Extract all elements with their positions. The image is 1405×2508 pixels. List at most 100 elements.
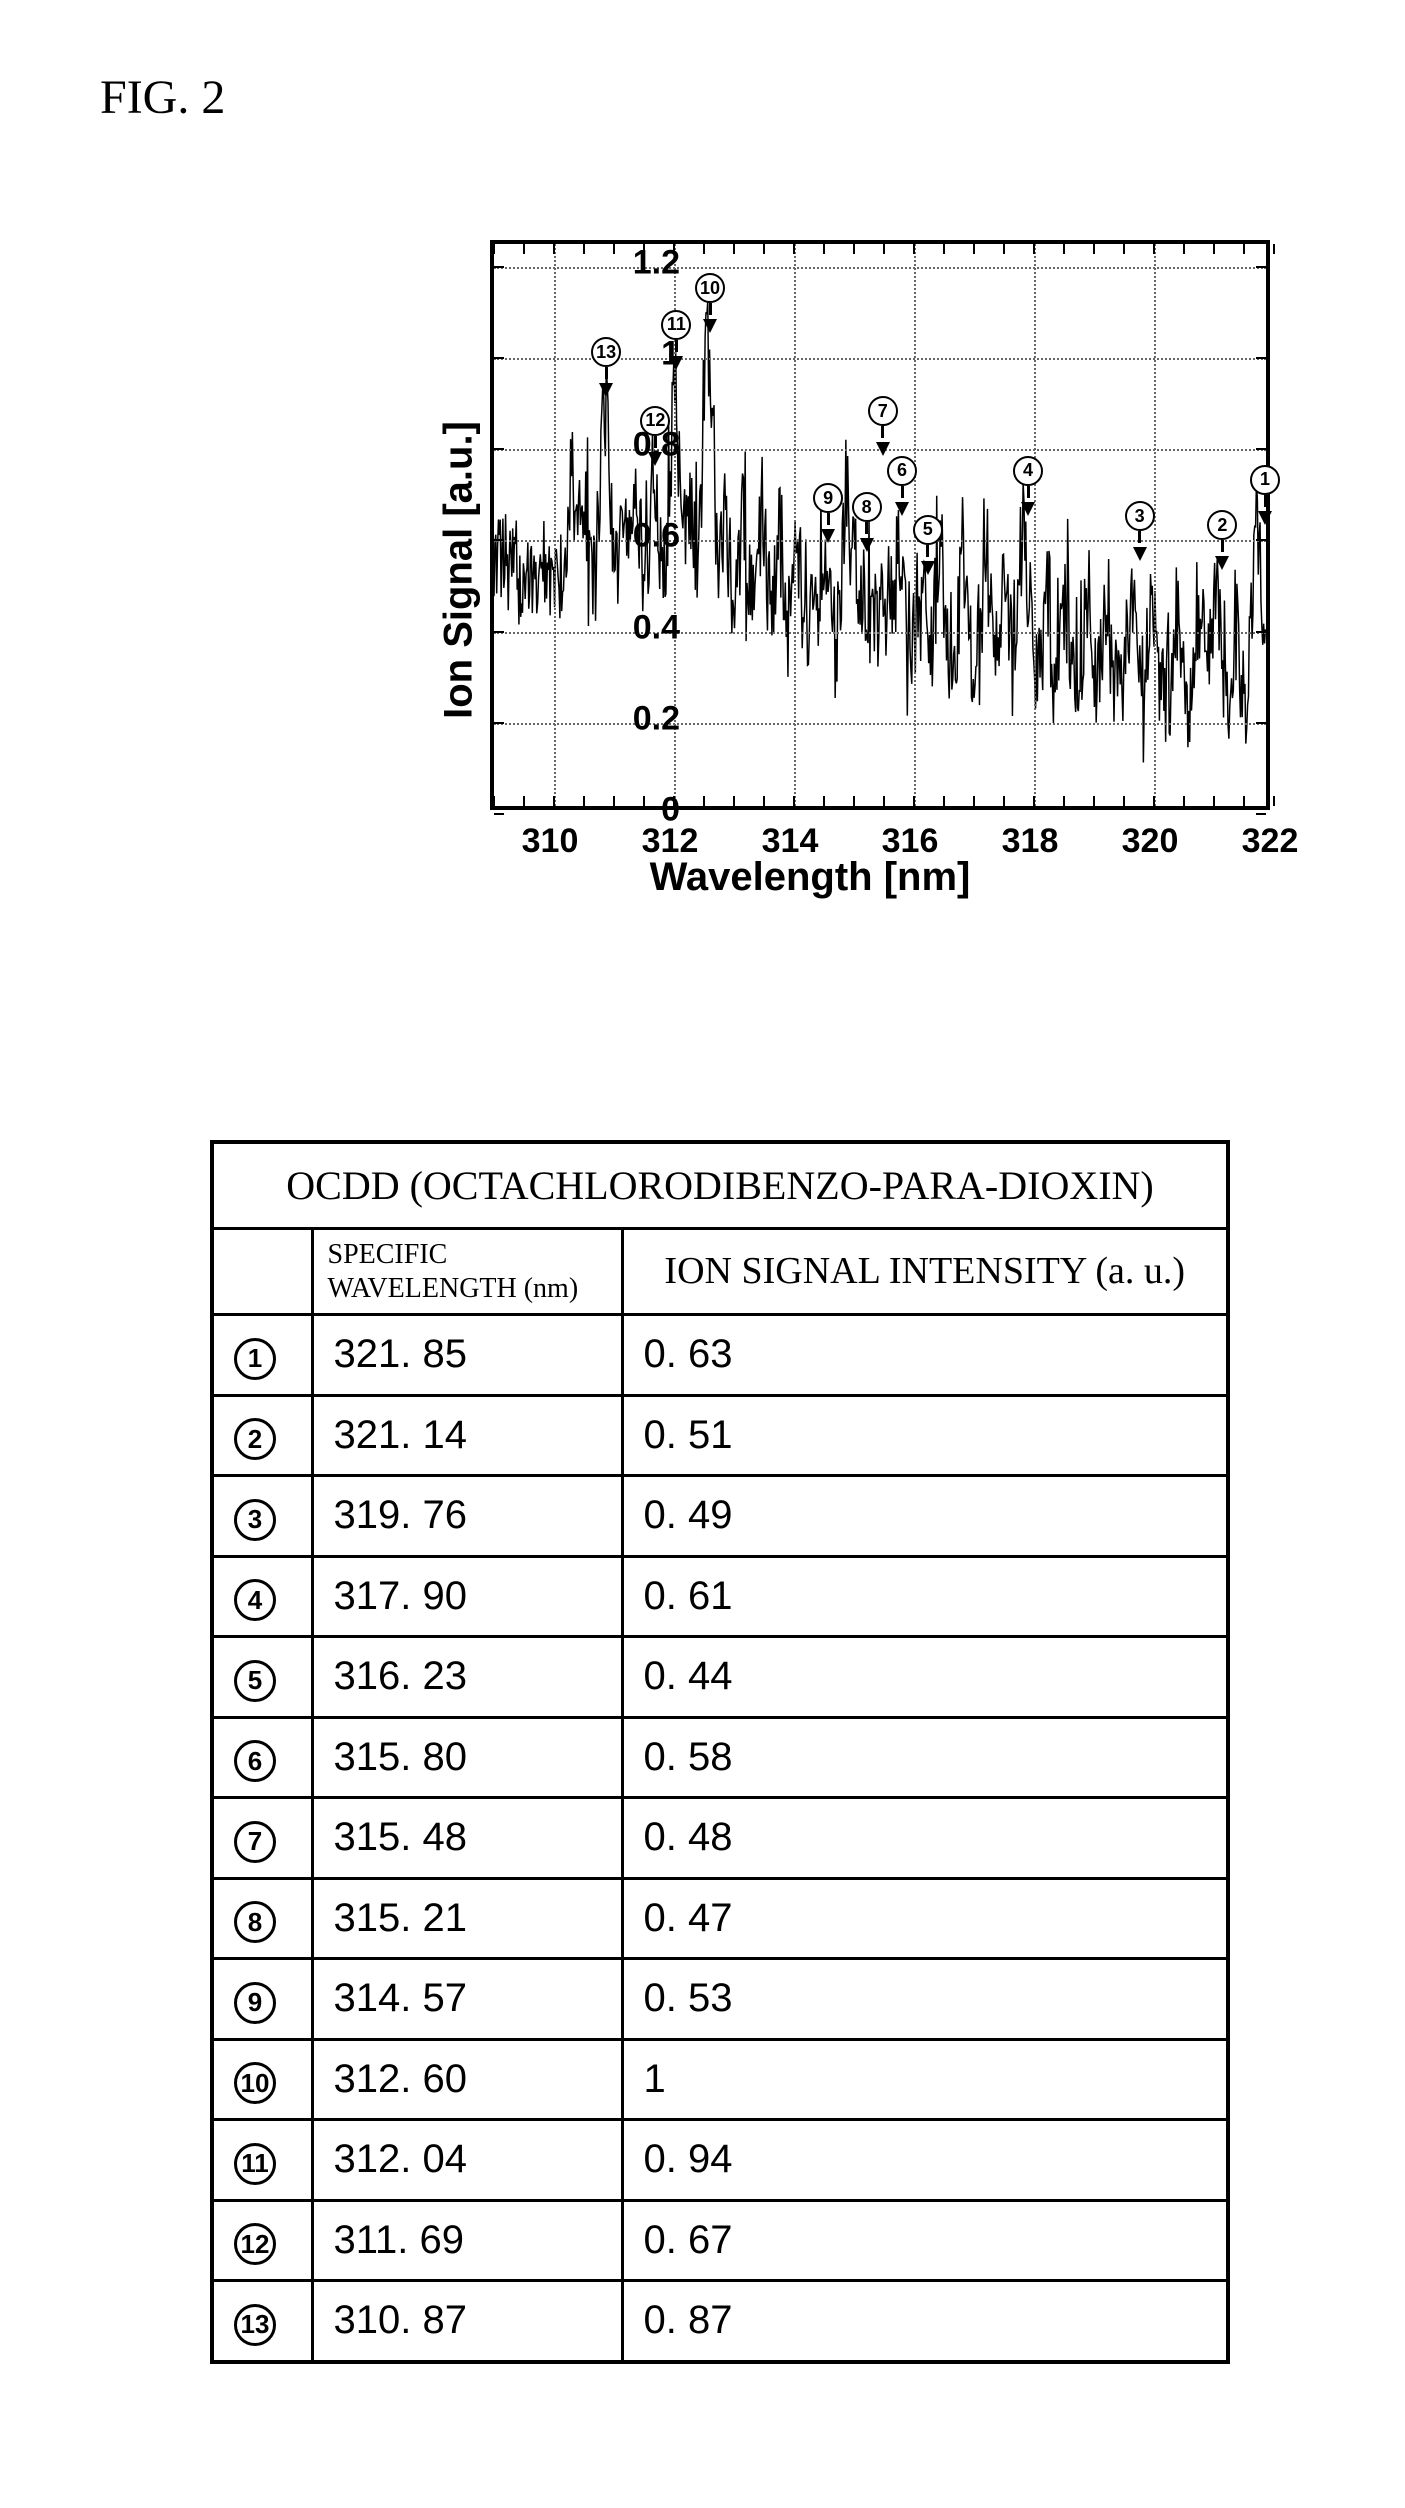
table-row: 12 311. 690. 67 (212, 2200, 1228, 2281)
peak-circle: 5 (913, 515, 943, 545)
table-row: 11 312. 040. 94 (212, 2120, 1228, 2201)
row-index-cell: 11 (212, 2120, 312, 2201)
signal-cell: 0. 87 (622, 2281, 1228, 2362)
signal-cell: 0. 63 (622, 1315, 1228, 1396)
spectrum-chart: Ion Signal [a.u.] 12345678910111213 Wave… (320, 220, 1300, 920)
table-title: OCDD (OCTACHLORODIBENZO-PARA-DIOXIN) (212, 1142, 1228, 1229)
wavelength-cell: 321. 14 (312, 1395, 622, 1476)
row-index-circle: 6 (234, 1740, 276, 1782)
table-row: 13 310. 870. 87 (212, 2281, 1228, 2362)
peak-circle: 8 (852, 492, 882, 522)
table-header-row: SPECIFIC WAVELENGTH (nm) ION SIGNAL INTE… (212, 1229, 1228, 1315)
ytick-label: 1 (661, 335, 680, 374)
peak-marker-6: 6 (887, 456, 917, 516)
ytick-label: 0.6 (633, 517, 680, 556)
wavelength-cell: 315. 21 (312, 1878, 622, 1959)
row-index-cell: 13 (212, 2281, 312, 2362)
signal-cell: 0. 51 (622, 1395, 1228, 1476)
peak-marker-10: 10 (695, 273, 725, 333)
table-row: 2321. 140. 51 (212, 1395, 1228, 1476)
peak-circle: 3 (1125, 501, 1155, 531)
peak-circle: 13 (591, 337, 621, 367)
data-table: OCDD (OCTACHLORODIBENZO-PARA-DIOXIN) SPE… (210, 1140, 1230, 2364)
wavelength-cell: 312. 04 (312, 2120, 622, 2201)
xtick-label: 320 (1122, 822, 1179, 861)
peak-marker-4: 4 (1013, 456, 1043, 516)
table-row: 7315. 480. 48 (212, 1798, 1228, 1879)
table-row: 1 321. 850. 63 (212, 1315, 1228, 1396)
row-index-cell: 1 (212, 1315, 312, 1396)
table-row: 10 312. 601 (212, 2039, 1228, 2120)
wavelength-cell: 311. 69 (312, 2200, 622, 2281)
row-index-cell: 4 (212, 1556, 312, 1637)
peak-marker-9: 9 (813, 483, 843, 543)
row-index-circle: 9 (234, 1982, 276, 2024)
ytick-label: 0.2 (633, 699, 680, 738)
row-index-circle: 4 (234, 1579, 276, 1621)
row-index-cell: 2 (212, 1395, 312, 1476)
xtick-label: 312 (642, 822, 699, 861)
wavelength-cell: 316. 23 (312, 1637, 622, 1718)
table-header-wavelength: SPECIFIC WAVELENGTH (nm) (312, 1229, 622, 1315)
row-index-cell: 3 (212, 1476, 312, 1557)
row-index-circle: 5 (234, 1660, 276, 1702)
table-row: 8 315. 210. 47 (212, 1878, 1228, 1959)
x-axis-label: Wavelength [nm] (650, 855, 971, 900)
row-index-cell: 5 (212, 1637, 312, 1718)
xtick-label: 316 (882, 822, 939, 861)
peak-marker-1: 1 (1250, 465, 1280, 525)
table-title-row: OCDD (OCTACHLORODIBENZO-PARA-DIOXIN) (212, 1142, 1228, 1229)
signal-cell: 0. 48 (622, 1798, 1228, 1879)
wavelength-cell: 321. 85 (312, 1315, 622, 1396)
signal-cell: 1 (622, 2039, 1228, 2120)
table-row: 3 319. 760. 49 (212, 1476, 1228, 1557)
table-header-idx (212, 1229, 312, 1315)
chart-plot-area: 12345678910111213 (490, 240, 1270, 810)
signal-cell: 0. 67 (622, 2200, 1228, 2281)
table-row: 6315. 800. 58 (212, 1717, 1228, 1798)
y-axis-label: Ion Signal [a.u.] (436, 421, 481, 719)
row-index-circle: 7 (234, 1821, 276, 1863)
row-index-cell: 8 (212, 1878, 312, 1959)
peak-marker-2: 2 (1207, 510, 1237, 570)
data-table-wrapper: OCDD (OCTACHLORODIBENZO-PARA-DIOXIN) SPE… (210, 1140, 1230, 2364)
figure-label: FIG. 2 (100, 70, 225, 125)
peak-circle: 10 (695, 273, 725, 303)
signal-cell: 0. 61 (622, 1556, 1228, 1637)
signal-cell: 0. 47 (622, 1878, 1228, 1959)
row-index-circle: 10 (234, 2062, 276, 2104)
signal-cell: 0. 94 (622, 2120, 1228, 2201)
peak-circle: 1 (1250, 465, 1280, 495)
ytick-label: 0.8 (633, 426, 680, 465)
wavelength-cell: 319. 76 (312, 1476, 622, 1557)
peak-marker-3: 3 (1125, 501, 1155, 561)
signal-cell: 0. 44 (622, 1637, 1228, 1718)
xtick-label: 310 (522, 822, 579, 861)
wavelength-cell: 310. 87 (312, 2281, 622, 2362)
xtick-label: 322 (1242, 822, 1299, 861)
row-index-circle: 3 (234, 1499, 276, 1541)
row-index-circle: 13 (234, 2304, 276, 2346)
peak-marker-5: 5 (913, 515, 943, 575)
table-row: 9 314. 570. 53 (212, 1959, 1228, 2040)
wavelength-cell: 317. 90 (312, 1556, 622, 1637)
row-index-cell: 12 (212, 2200, 312, 2281)
ytick-label: 0.4 (633, 608, 680, 647)
peak-marker-8: 8 (852, 492, 882, 552)
row-index-circle: 8 (234, 1901, 276, 1943)
peak-circle: 4 (1013, 456, 1043, 486)
table-header-signal: ION SIGNAL INTENSITY (a. u.) (622, 1229, 1228, 1315)
signal-cell: 0. 49 (622, 1476, 1228, 1557)
peak-circle: 7 (868, 396, 898, 426)
row-index-circle: 1 (234, 1338, 276, 1380)
row-index-circle: 12 (234, 2223, 276, 2265)
peak-marker-13: 13 (591, 337, 621, 397)
row-index-circle: 11 (234, 2143, 276, 2185)
row-index-cell: 10 (212, 2039, 312, 2120)
table-row: 4 317. 900. 61 (212, 1556, 1228, 1637)
row-index-cell: 6 (212, 1717, 312, 1798)
peak-circle: 2 (1207, 510, 1237, 540)
signal-cell: 0. 53 (622, 1959, 1228, 2040)
wavelength-cell: 312. 60 (312, 2039, 622, 2120)
wavelength-cell: 314. 57 (312, 1959, 622, 2040)
